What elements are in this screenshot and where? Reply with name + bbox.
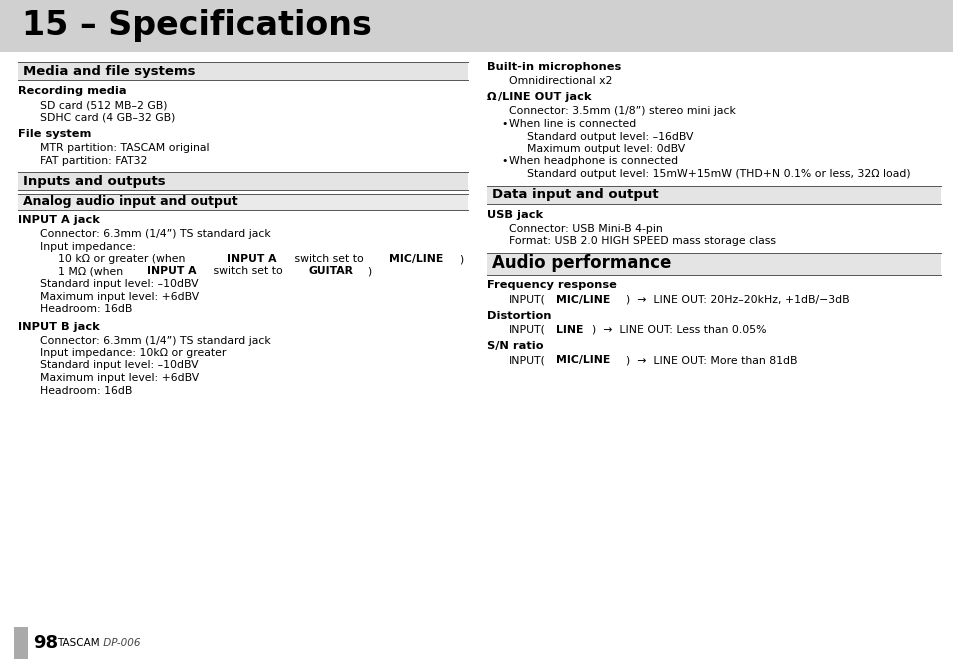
FancyBboxPatch shape — [486, 252, 940, 274]
Text: GUITAR: GUITAR — [309, 266, 354, 276]
Text: /LINE OUT jack: /LINE OUT jack — [497, 93, 591, 103]
Text: Inputs and outputs: Inputs and outputs — [23, 174, 166, 187]
Text: Media and file systems: Media and file systems — [23, 64, 195, 77]
Text: File system: File system — [18, 129, 91, 139]
Text: MIC/LINE: MIC/LINE — [556, 356, 610, 366]
Text: )  →  LINE OUT: Less than 0.05%: ) → LINE OUT: Less than 0.05% — [591, 325, 765, 335]
Text: Data input and output: Data input and output — [492, 188, 658, 201]
Text: 15 – Specifications: 15 – Specifications — [22, 9, 372, 42]
Text: Maximum input level: +6dBV: Maximum input level: +6dBV — [40, 291, 199, 301]
FancyBboxPatch shape — [18, 194, 468, 210]
Text: INPUT A: INPUT A — [147, 266, 196, 276]
Text: TASCAM: TASCAM — [57, 638, 99, 648]
Text: Omnidirectional x2: Omnidirectional x2 — [509, 76, 612, 86]
Text: LINE: LINE — [556, 325, 583, 335]
Text: switch set to: switch set to — [291, 254, 367, 264]
Text: Connector: 6.3mm (1/4”) TS standard jack: Connector: 6.3mm (1/4”) TS standard jack — [40, 336, 271, 346]
Text: 98: 98 — [33, 634, 58, 652]
Text: When headphone is connected: When headphone is connected — [509, 156, 678, 166]
Text: INPUT A jack: INPUT A jack — [18, 215, 100, 225]
Text: MTR partition: TASCAM original: MTR partition: TASCAM original — [40, 143, 210, 153]
Text: Standard output level: –16dBV: Standard output level: –16dBV — [526, 132, 693, 142]
Text: Headroom: 16dB: Headroom: 16dB — [40, 386, 132, 395]
Text: Analog audio input and output: Analog audio input and output — [23, 195, 237, 209]
Text: •: • — [500, 156, 507, 166]
Text: Built-in microphones: Built-in microphones — [486, 62, 620, 72]
Text: Standard input level: –10dBV: Standard input level: –10dBV — [40, 360, 198, 370]
Text: S/N ratio: S/N ratio — [486, 342, 543, 352]
FancyBboxPatch shape — [0, 0, 953, 52]
Text: INPUT A: INPUT A — [227, 254, 276, 264]
Text: Connector: 3.5mm (1/8”) stereo mini jack: Connector: 3.5mm (1/8”) stereo mini jack — [509, 107, 735, 117]
Text: SDHC card (4 GB–32 GB): SDHC card (4 GB–32 GB) — [40, 113, 175, 123]
Text: Input impedance: 10kΩ or greater: Input impedance: 10kΩ or greater — [40, 348, 226, 358]
FancyBboxPatch shape — [14, 627, 28, 659]
Text: )  →  LINE OUT: More than 81dB: ) → LINE OUT: More than 81dB — [626, 356, 797, 366]
Text: •: • — [500, 119, 507, 129]
Text: Input impedance:: Input impedance: — [40, 242, 136, 252]
Text: MIC/LINE: MIC/LINE — [556, 295, 610, 305]
Text: Standard input level: –10dBV: Standard input level: –10dBV — [40, 279, 198, 289]
FancyBboxPatch shape — [18, 62, 468, 80]
Text: 10 kΩ or greater (when: 10 kΩ or greater (when — [58, 254, 189, 264]
Text: Format: USB 2.0 HIGH SPEED mass storage class: Format: USB 2.0 HIGH SPEED mass storage … — [509, 236, 775, 246]
Text: Maximum input level: +6dBV: Maximum input level: +6dBV — [40, 373, 199, 383]
Text: INPUT B jack: INPUT B jack — [18, 321, 100, 331]
Text: Headroom: 16dB: Headroom: 16dB — [40, 304, 132, 314]
Text: Ω: Ω — [486, 93, 496, 103]
Text: MIC/LINE: MIC/LINE — [389, 254, 443, 264]
Text: Standard output level: 15mW+15mW (THD+N 0.1% or less, 32Ω load): Standard output level: 15mW+15mW (THD+N … — [526, 169, 910, 179]
Text: Distortion: Distortion — [486, 311, 551, 321]
Text: Connector: USB Mini-B 4-pin: Connector: USB Mini-B 4-pin — [509, 223, 662, 234]
Text: Recording media: Recording media — [18, 86, 127, 96]
Text: ): ) — [367, 266, 371, 276]
Text: DP-006: DP-006 — [100, 638, 140, 648]
Text: FAT partition: FAT32: FAT partition: FAT32 — [40, 156, 147, 166]
Text: INPUT(: INPUT( — [509, 325, 545, 335]
Text: )  →  LINE OUT: 20Hz–20kHz, +1dB/−3dB: ) → LINE OUT: 20Hz–20kHz, +1dB/−3dB — [626, 295, 849, 305]
Text: Maximum output level: 0dBV: Maximum output level: 0dBV — [526, 144, 684, 154]
FancyBboxPatch shape — [18, 172, 468, 190]
Text: When line is connected: When line is connected — [509, 119, 636, 129]
Text: Connector: 6.3mm (1/4”) TS standard jack: Connector: 6.3mm (1/4”) TS standard jack — [40, 229, 271, 239]
Text: INPUT(: INPUT( — [509, 295, 545, 305]
Text: switch set to: switch set to — [211, 266, 286, 276]
Text: USB jack: USB jack — [486, 209, 542, 219]
Text: ): ) — [458, 254, 463, 264]
Text: Audio performance: Audio performance — [492, 254, 671, 272]
Text: Frequency response: Frequency response — [486, 280, 617, 291]
Text: INPUT(: INPUT( — [509, 356, 545, 366]
Text: SD card (512 MB–2 GB): SD card (512 MB–2 GB) — [40, 100, 168, 110]
Text: 1 MΩ (when: 1 MΩ (when — [58, 266, 127, 276]
FancyBboxPatch shape — [486, 185, 940, 203]
